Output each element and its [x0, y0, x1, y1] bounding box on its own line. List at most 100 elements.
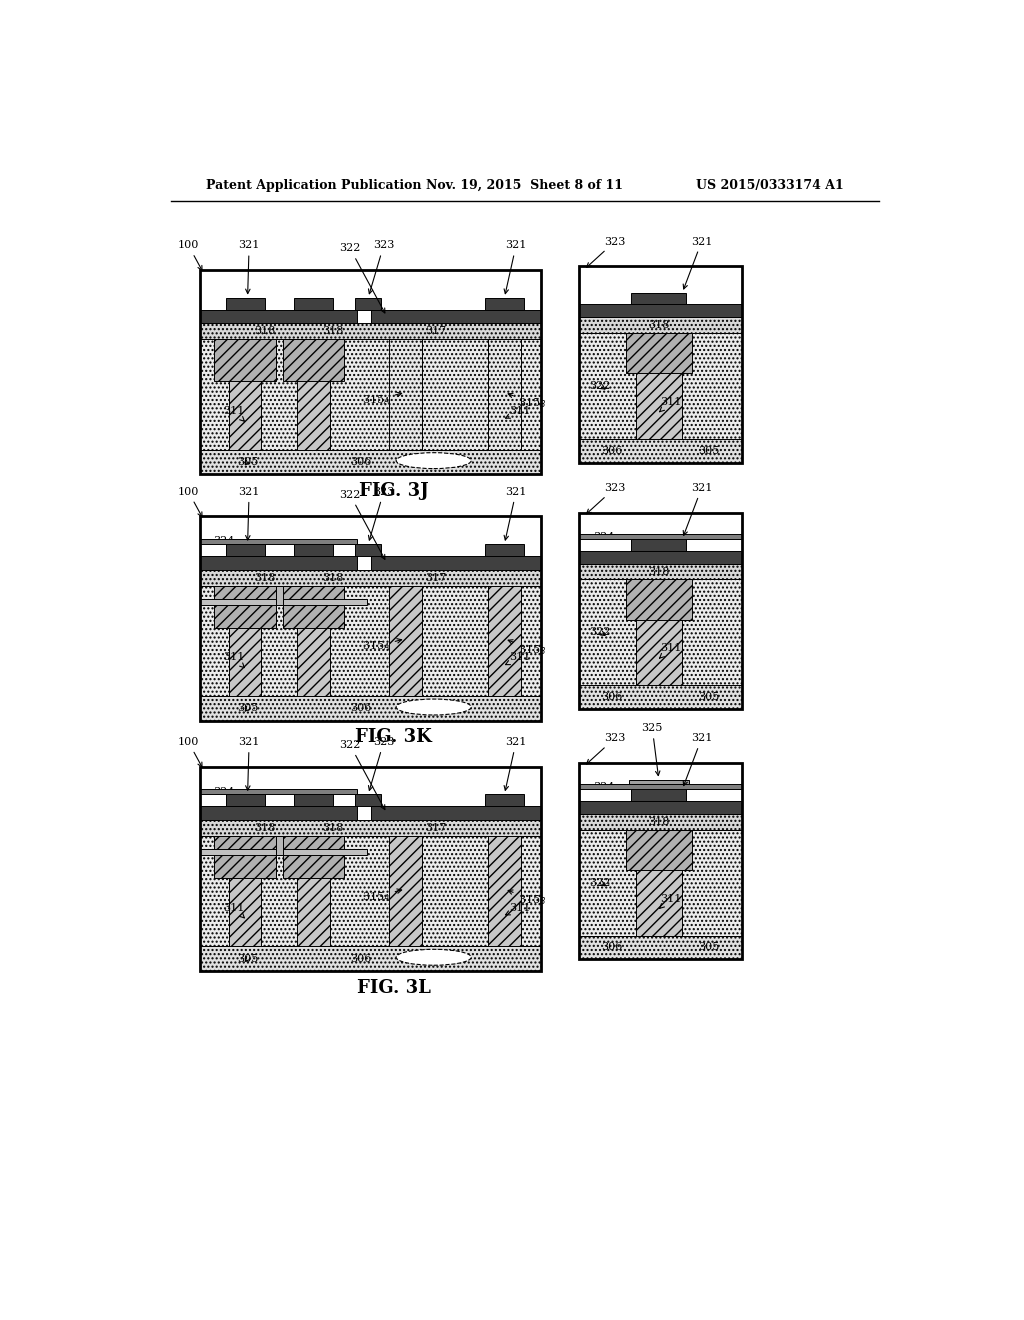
Text: 100: 100: [178, 240, 202, 271]
Bar: [389, 339, 422, 450]
Text: 314: 314: [649, 840, 669, 849]
Bar: [276, 586, 283, 605]
Text: 323: 323: [587, 236, 626, 268]
Text: 323: 323: [369, 737, 394, 791]
Bar: [200, 767, 541, 970]
Text: 314: 314: [649, 343, 669, 351]
Bar: [294, 795, 333, 807]
Text: 321: 321: [683, 483, 713, 536]
Bar: [579, 305, 741, 317]
Text: 306: 306: [349, 704, 371, 713]
Bar: [200, 516, 541, 721]
Text: 322: 322: [590, 627, 611, 638]
Ellipse shape: [396, 453, 471, 469]
Bar: [485, 297, 524, 310]
Text: 305: 305: [698, 692, 720, 702]
Text: 314: 314: [649, 589, 669, 598]
Text: 311: 311: [223, 652, 245, 668]
Bar: [579, 267, 741, 462]
Text: 318: 318: [648, 321, 670, 330]
Bar: [276, 836, 283, 855]
Text: 311: 311: [659, 643, 681, 659]
Bar: [200, 271, 541, 474]
Text: 311: 311: [506, 407, 530, 418]
Text: 311: 311: [506, 652, 530, 664]
Bar: [389, 586, 422, 696]
Text: 314: 314: [234, 846, 256, 855]
Bar: [297, 586, 330, 696]
Bar: [632, 789, 686, 801]
Bar: [579, 564, 741, 579]
Bar: [579, 333, 741, 440]
Text: 314: 314: [303, 348, 325, 359]
Text: 306: 306: [601, 942, 623, 953]
Bar: [200, 569, 541, 586]
Text: 324: 324: [593, 532, 614, 541]
Text: 314: 314: [234, 348, 256, 359]
Text: 315$_A$: 315$_A$: [361, 888, 401, 904]
Bar: [200, 807, 357, 820]
Bar: [626, 829, 691, 870]
Bar: [226, 544, 264, 556]
Bar: [355, 795, 381, 807]
Bar: [229, 339, 261, 450]
Bar: [297, 836, 330, 946]
Bar: [626, 579, 691, 619]
Text: 320: 320: [270, 841, 289, 850]
Text: 322: 322: [339, 243, 385, 313]
Text: 318: 318: [254, 326, 275, 337]
Text: 323: 323: [587, 733, 626, 764]
Text: 305: 305: [698, 942, 720, 953]
Bar: [579, 579, 741, 685]
Text: 305: 305: [238, 704, 258, 713]
Text: 318: 318: [648, 566, 670, 577]
Bar: [297, 339, 330, 450]
Text: 323: 323: [587, 483, 626, 513]
Text: 321: 321: [239, 487, 260, 540]
Bar: [579, 317, 741, 333]
Text: 321: 321: [683, 236, 713, 289]
Text: 311: 311: [223, 903, 245, 917]
Bar: [283, 339, 344, 381]
Text: 317: 317: [425, 822, 446, 833]
Text: 318: 318: [254, 822, 275, 833]
Bar: [355, 297, 381, 310]
Bar: [229, 586, 261, 696]
Text: 318: 318: [323, 822, 344, 833]
Text: FIG. 3L: FIG. 3L: [357, 978, 431, 997]
Text: 315$_A$: 315$_A$: [361, 639, 401, 653]
Text: 321: 321: [504, 487, 526, 540]
Bar: [626, 333, 691, 374]
Bar: [283, 586, 344, 628]
Bar: [371, 807, 541, 820]
Text: 316: 316: [423, 952, 444, 962]
Text: 306: 306: [601, 692, 623, 702]
Text: 311: 311: [659, 894, 681, 908]
Bar: [200, 310, 357, 323]
Text: 318: 318: [648, 817, 670, 826]
Text: 322: 322: [590, 381, 611, 391]
Text: 100: 100: [178, 737, 202, 767]
Text: 315$_A$: 315$_A$: [361, 392, 401, 407]
Text: 319: 319: [282, 603, 303, 612]
Text: 316: 316: [423, 702, 444, 711]
Bar: [200, 323, 541, 339]
Bar: [226, 297, 264, 310]
Bar: [294, 297, 333, 310]
Bar: [294, 544, 333, 556]
Text: 306: 306: [601, 446, 623, 455]
Bar: [229, 836, 261, 946]
Text: 100: 100: [178, 487, 202, 516]
Bar: [579, 763, 741, 960]
Bar: [579, 535, 741, 539]
Text: FIG. 3K: FIG. 3K: [355, 729, 432, 746]
Text: 311: 311: [223, 407, 245, 421]
Bar: [579, 784, 741, 789]
Bar: [200, 820, 541, 836]
Text: 305: 305: [698, 446, 720, 455]
Bar: [200, 586, 541, 696]
Bar: [371, 556, 541, 569]
Text: 311: 311: [506, 903, 530, 915]
Bar: [485, 544, 524, 556]
Bar: [488, 339, 520, 450]
